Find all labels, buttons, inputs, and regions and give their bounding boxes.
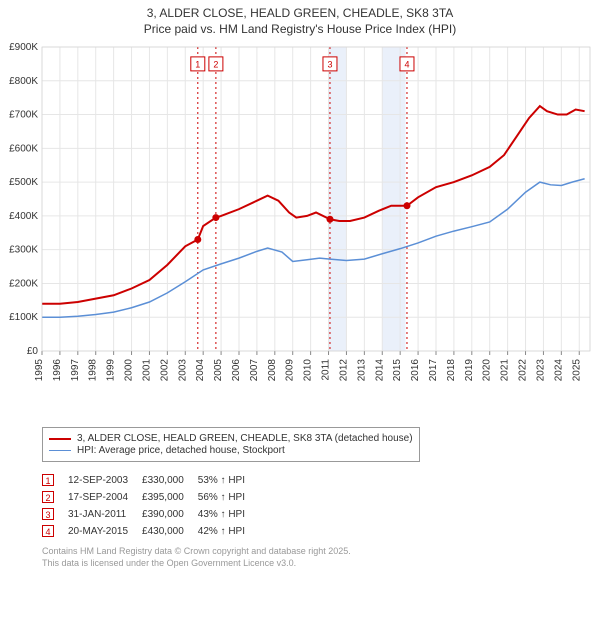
sale-date: 12-SEP-2003 (68, 472, 142, 489)
svg-text:2022: 2022 (518, 359, 529, 382)
svg-text:2013: 2013 (356, 359, 367, 382)
sale-price: £430,000 (142, 523, 198, 540)
legend-label: HPI: Average price, detached house, Stoc… (77, 445, 285, 456)
legend-row: HPI: Average price, detached house, Stoc… (49, 445, 413, 456)
sale-hpi-delta: 53% ↑ HPI (198, 472, 259, 489)
chart-title: 3, ALDER CLOSE, HEALD GREEN, CHEADLE, SK… (6, 6, 594, 37)
license-text: Contains HM Land Registry data © Crown c… (42, 546, 594, 569)
title-subtitle: Price paid vs. HM Land Registry's House … (6, 22, 594, 38)
legend-swatch (49, 438, 71, 440)
legend-row: 3, ALDER CLOSE, HEALD GREEN, CHEADLE, SK… (49, 433, 413, 444)
svg-text:2025: 2025 (571, 359, 582, 382)
svg-text:2012: 2012 (338, 359, 349, 382)
sale-hpi-delta: 42% ↑ HPI (198, 523, 259, 540)
svg-text:4: 4 (404, 60, 409, 70)
svg-text:1996: 1996 (52, 359, 63, 382)
svg-text:2004: 2004 (195, 359, 206, 382)
svg-text:2003: 2003 (177, 359, 188, 382)
svg-text:£400K: £400K (9, 211, 38, 222)
sale-price: £390,000 (142, 506, 198, 523)
svg-text:2001: 2001 (141, 359, 152, 382)
svg-text:£0: £0 (27, 346, 39, 357)
svg-text:2017: 2017 (428, 359, 439, 382)
sale-index-box: 1 (42, 474, 54, 486)
svg-text:2019: 2019 (464, 359, 475, 382)
plot-area: £0 £100K £200K £300K £400K £500K £600K £700K £80… (6, 41, 594, 421)
svg-text:2002: 2002 (159, 359, 170, 382)
svg-text:2007: 2007 (249, 359, 260, 382)
sale-date: 31-JAN-2011 (68, 506, 142, 523)
svg-text:1997: 1997 (70, 359, 81, 382)
table-row: 1 12-SEP-2003£330,00053% ↑ HPI (42, 472, 259, 489)
sale-date: 20-MAY-2015 (68, 523, 142, 540)
legend: 3, ALDER CLOSE, HEALD GREEN, CHEADLE, SK… (42, 427, 420, 462)
sale-hpi-delta: 56% ↑ HPI (198, 489, 259, 506)
svg-text:2011: 2011 (321, 359, 332, 381)
svg-text:£900K: £900K (9, 42, 38, 53)
svg-text:2: 2 (213, 60, 218, 70)
table-row: 2 17-SEP-2004£395,00056% ↑ HPI (42, 489, 259, 506)
svg-text:1995: 1995 (34, 359, 45, 382)
svg-text:2014: 2014 (374, 359, 385, 382)
svg-text:£700K: £700K (9, 110, 38, 121)
svg-text:2023: 2023 (535, 359, 546, 382)
svg-text:£800K: £800K (9, 76, 38, 87)
sale-index-box: 3 (42, 508, 54, 520)
svg-text:2020: 2020 (482, 359, 493, 382)
table-row: 4 20-MAY-2015£430,00042% ↑ HPI (42, 523, 259, 540)
svg-text:£100K: £100K (9, 312, 38, 323)
svg-text:£600K: £600K (9, 144, 38, 155)
sale-index-box: 4 (42, 525, 54, 537)
svg-text:1: 1 (195, 60, 200, 70)
sale-hpi-delta: 43% ↑ HPI (198, 506, 259, 523)
svg-text:2006: 2006 (231, 359, 242, 382)
svg-text:2009: 2009 (285, 359, 296, 382)
table-row: 3 31-JAN-2011£390,00043% ↑ HPI (42, 506, 259, 523)
svg-text:£200K: £200K (9, 279, 38, 290)
sale-price: £395,000 (142, 489, 198, 506)
svg-text:2024: 2024 (553, 359, 564, 382)
legend-label: 3, ALDER CLOSE, HEALD GREEN, CHEADLE, SK… (77, 433, 413, 444)
sale-index-box: 2 (42, 491, 54, 503)
sales-table: 1 12-SEP-2003£330,00053% ↑ HPI 2 17-SEP-200… (42, 472, 259, 540)
line-chart: £0 £100K £200K £300K £400K £500K £600K £700K £80… (6, 41, 594, 421)
svg-text:£500K: £500K (9, 177, 38, 188)
svg-text:£300K: £300K (9, 245, 38, 256)
license-line-2: This data is licensed under the Open Gov… (42, 558, 594, 570)
svg-text:2010: 2010 (303, 359, 314, 382)
svg-text:2021: 2021 (500, 359, 511, 382)
sale-price: £330,000 (142, 472, 198, 489)
svg-text:2016: 2016 (410, 359, 421, 382)
svg-text:3: 3 (327, 60, 332, 70)
svg-text:2005: 2005 (213, 359, 224, 382)
svg-text:2018: 2018 (446, 359, 457, 382)
license-line-1: Contains HM Land Registry data © Crown c… (42, 546, 594, 558)
legend-swatch (49, 450, 71, 451)
svg-text:2015: 2015 (392, 359, 403, 382)
svg-text:1999: 1999 (106, 359, 117, 382)
sale-date: 17-SEP-2004 (68, 489, 142, 506)
svg-text:1998: 1998 (88, 359, 99, 382)
title-address: 3, ALDER CLOSE, HEALD GREEN, CHEADLE, SK… (6, 6, 594, 22)
svg-text:2000: 2000 (124, 359, 135, 382)
svg-text:2008: 2008 (267, 359, 278, 382)
